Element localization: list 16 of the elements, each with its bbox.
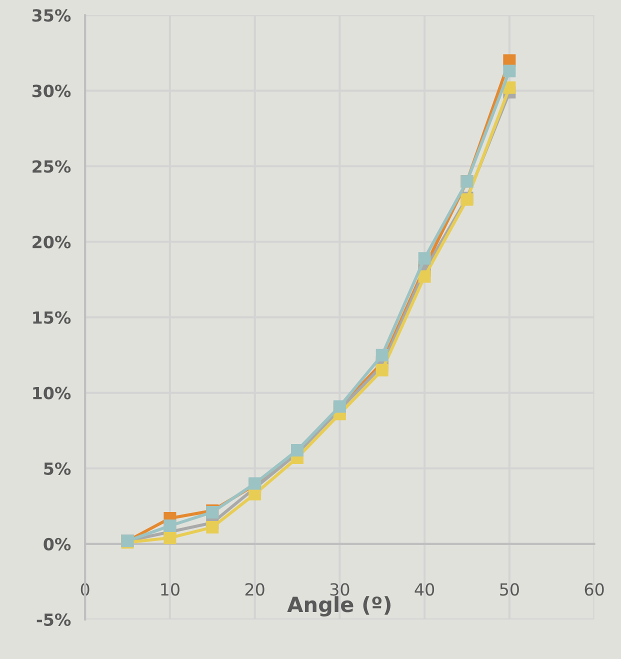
y-tick-label: -5% xyxy=(36,613,71,626)
x-tick-label: 10 xyxy=(161,583,180,596)
x-axis-title: Angle (º) xyxy=(287,596,390,616)
x-tick-label: 60 xyxy=(584,583,604,596)
y-tick-label: 20% xyxy=(32,236,71,248)
x-tick-label: 30 xyxy=(330,583,350,596)
y-tick-label: 5% xyxy=(44,462,71,475)
y-tick-label: 25% xyxy=(32,160,71,173)
y-tick-label: 35% xyxy=(32,9,71,22)
x-tick-label: 50 xyxy=(500,583,519,596)
y-tick-label: 30% xyxy=(32,84,71,98)
y-tick-label: 0% xyxy=(44,538,71,550)
y-tick-label: 10% xyxy=(33,386,71,400)
x-tick-label: 40 xyxy=(414,583,434,596)
y-tick-label: 15% xyxy=(33,311,71,324)
x-tick-label: 20 xyxy=(245,583,264,596)
